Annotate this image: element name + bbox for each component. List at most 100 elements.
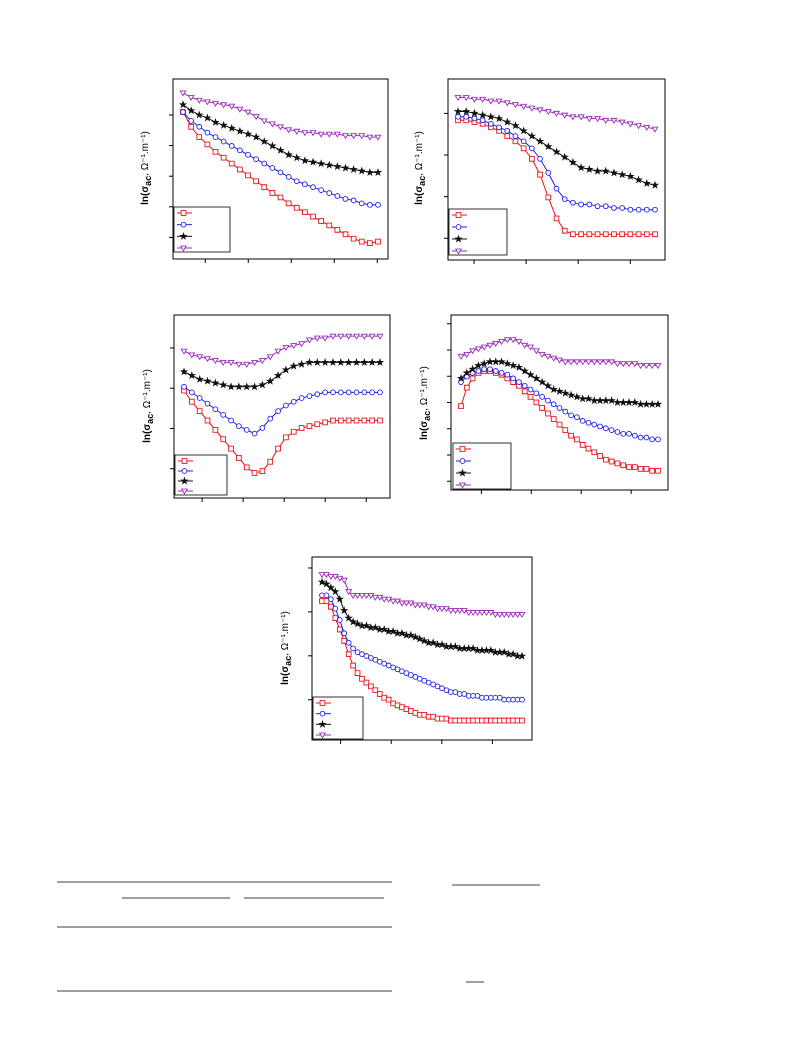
data-point (637, 363, 645, 370)
data-point (253, 156, 259, 163)
data-point (626, 430, 632, 437)
data-point (186, 106, 196, 115)
data-point (601, 166, 610, 175)
data-point (655, 436, 661, 443)
data-point (457, 353, 465, 360)
data-point (358, 592, 366, 599)
data-point (188, 118, 194, 124)
data-point (465, 610, 473, 617)
data-point (498, 339, 506, 346)
data-point (597, 423, 603, 430)
data-point (648, 399, 657, 408)
data-point (584, 359, 593, 366)
data-point (504, 127, 511, 134)
data-point (527, 386, 534, 393)
data-point (325, 160, 334, 169)
data-point (458, 403, 464, 409)
data-point (314, 391, 321, 398)
data-point (520, 366, 529, 375)
data-point (568, 412, 574, 419)
data-point (577, 114, 585, 121)
data-point (313, 335, 321, 342)
data-point (398, 600, 406, 607)
data-point (508, 361, 518, 370)
data-point (481, 366, 488, 373)
y-axis-label-subscript: ac (145, 414, 155, 424)
data-point (474, 361, 483, 370)
data-point (619, 398, 628, 406)
data-point (196, 408, 203, 414)
data-point (549, 385, 558, 394)
legend-marker (458, 468, 467, 477)
data-point (608, 359, 616, 366)
data-point (498, 370, 505, 376)
data-point (591, 421, 598, 428)
legend-marker (179, 231, 188, 240)
data-point (261, 160, 268, 167)
legend-marker (319, 700, 326, 706)
data-point (276, 145, 285, 154)
data-point (204, 141, 211, 148)
data-point (212, 406, 219, 413)
data-point (357, 166, 366, 175)
data-point (251, 360, 259, 367)
data-point (350, 235, 357, 242)
data-point (463, 113, 470, 120)
y-axis-label-subscript: ac (417, 176, 427, 186)
series-3 (317, 577, 527, 660)
data-point (556, 421, 563, 428)
data-point (562, 408, 569, 415)
data-point (253, 178, 259, 185)
data-point (211, 100, 220, 107)
data-point (228, 445, 234, 452)
data-point (649, 467, 656, 474)
data-point (219, 360, 227, 367)
series-1 (180, 109, 381, 246)
data-point (492, 368, 499, 374)
data-point (220, 138, 227, 145)
plot-frame (311, 556, 533, 741)
data-point (611, 205, 617, 211)
data-point (478, 610, 486, 617)
data-point (437, 640, 447, 649)
data-point (602, 359, 610, 366)
data-point (242, 382, 251, 391)
data-point (326, 190, 333, 196)
data-point (521, 342, 529, 349)
data-point (625, 361, 633, 368)
data-point (335, 594, 344, 603)
data-point (532, 374, 541, 382)
data-point (574, 436, 580, 443)
data-point (226, 382, 236, 391)
data-point (610, 117, 618, 124)
y-axis-label-main: ln(σ (140, 186, 151, 205)
data-point (561, 359, 569, 366)
data-point (361, 417, 368, 424)
data-point (318, 572, 326, 579)
data-point (636, 399, 645, 408)
data-point (285, 127, 293, 134)
y-axis-label-units: , Ω⁻¹.m⁻¹) (280, 611, 291, 656)
data-point (366, 134, 374, 141)
series-4 (180, 333, 384, 368)
data-point (487, 120, 494, 127)
series-line (458, 116, 655, 211)
data-point (251, 470, 258, 476)
legend-marker (179, 245, 188, 252)
legend-marker (319, 710, 326, 717)
data-point (345, 389, 352, 396)
data-point (613, 361, 621, 368)
data-point (188, 123, 194, 130)
data-point (243, 464, 250, 471)
data-point (365, 168, 375, 176)
series-2 (455, 113, 658, 213)
data-point (480, 344, 488, 351)
data-point (349, 165, 358, 174)
data-point (650, 180, 660, 189)
data-point (618, 119, 626, 126)
data-point (539, 394, 545, 400)
data-point (486, 342, 494, 349)
data-point (545, 170, 552, 176)
data-point (323, 592, 330, 599)
data-point (503, 100, 511, 107)
